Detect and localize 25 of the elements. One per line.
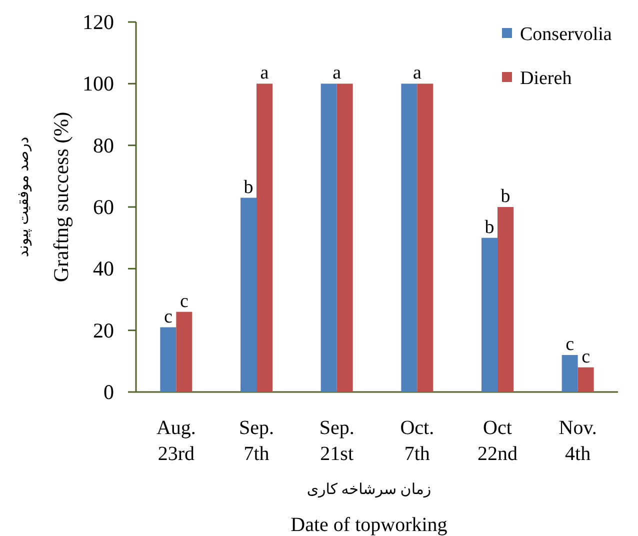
x-tick-label: Nov. 4th [558,417,597,465]
data-label: c [582,346,590,368]
data-label: c [164,306,172,328]
data-label: b [500,186,510,207]
y-tick-label: 120 [82,10,114,34]
data-label: b [484,216,494,238]
y-tick-label: 100 [82,72,114,96]
annotation: a [332,62,342,84]
y-tick-label: 20 [93,318,114,342]
y-tick-label: 0 [104,380,114,404]
x-tick-label: Oct. 7th [400,417,434,465]
y-tick-label: 80 [93,133,114,158]
y-tick-label: 60 [93,195,114,219]
annotation: a [412,62,422,84]
data-label: c [180,290,188,312]
data-label: b [244,176,254,198]
x-tick-label: Aug. 23rd [156,417,196,465]
x-tick-label: Sep. 7th [239,417,274,465]
x-tick-label: Oct 22nd [478,417,518,465]
x-tick-label: Sep. 21st [319,417,354,465]
data-label: c [566,334,574,355]
y-tick-label: 40 [93,256,114,281]
data-label: a [260,62,270,84]
legend-label: Conservolia [520,24,612,45]
legend-label: Diereh [520,68,572,89]
